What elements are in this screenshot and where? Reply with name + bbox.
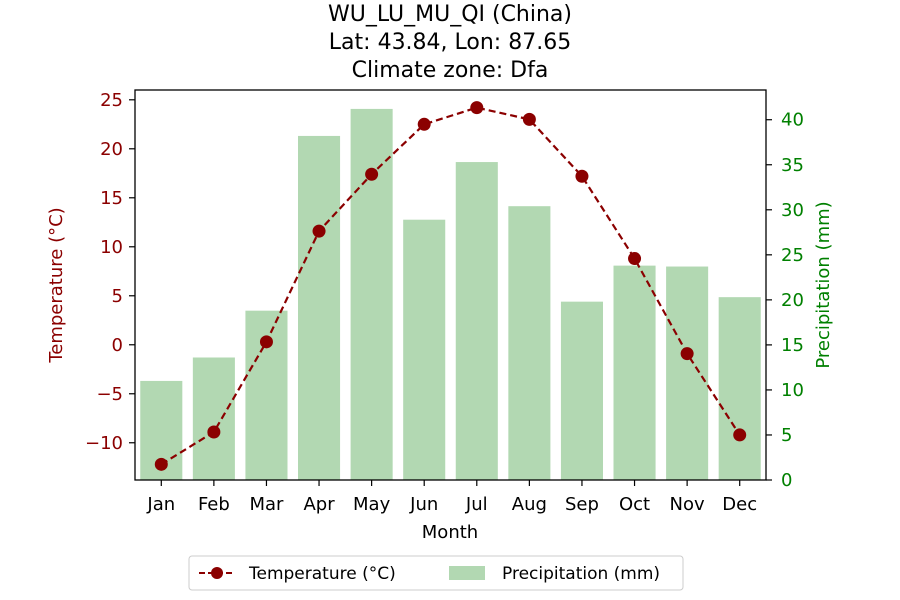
temperature-point-jan — [154, 457, 168, 471]
x-tick-label: May — [353, 494, 391, 515]
temperature-line — [154, 101, 747, 471]
legend-precipitation-swatch — [449, 566, 485, 580]
legend-box — [188, 555, 684, 591]
plot-frame — [134, 89, 767, 481]
legend-temperature-label: Temperature (°C) — [248, 564, 396, 584]
precipitation-tick-label: 40 — [781, 110, 804, 131]
temperature-tick-label: 10 — [100, 237, 123, 258]
temperature-tick-label: −5 — [96, 384, 123, 405]
x-axis: Jan Feb Mar Apr May Jun Jul Aug Sep Oct Nov Dec — [146, 480, 757, 515]
x-tick-label: Dec — [722, 494, 757, 515]
temperature-axis: −10 −5 0 5 10 15 20 25 — [85, 90, 135, 454]
precipitation-bar-may — [350, 108, 393, 480]
precipitation-tick-label: 0 — [781, 470, 792, 491]
temperature-tick-label: −10 — [85, 433, 123, 454]
precipitation-tick-label: 5 — [781, 425, 792, 446]
temperature-tick-label: 15 — [100, 188, 123, 209]
temperature-point-oct — [628, 252, 642, 266]
precipitation-bar-feb — [192, 357, 235, 480]
precipitation-axis-label: Precipitation (mm) — [813, 201, 834, 368]
precipitation-bar-dec — [718, 297, 761, 480]
temperature-point-sep — [575, 169, 589, 183]
precipitation-tick-label: 15 — [781, 335, 804, 356]
precipitation-bar-jul — [455, 162, 498, 480]
temperature-axis-label: Temperature (°C) — [46, 207, 67, 363]
x-tick-label: Oct — [619, 494, 650, 515]
temperature-point-jun — [417, 117, 431, 131]
temperature-point-may — [365, 167, 379, 181]
precipitation-bar-jun — [403, 219, 446, 480]
temperature-point-nov — [680, 347, 694, 361]
temperature-point-feb — [207, 425, 221, 439]
legend-precipitation-label: Precipitation (mm) — [502, 564, 660, 584]
x-tick-label: Jun — [409, 494, 438, 515]
temperature-point-apr — [312, 224, 326, 238]
x-tick-label: Jan — [146, 494, 175, 515]
x-tick-label: Mar — [249, 494, 284, 515]
precipitation-tick-label: 30 — [781, 200, 804, 221]
precipitation-tick-label: 25 — [781, 245, 804, 266]
x-tick-label: Aug — [512, 494, 547, 515]
x-tick-label: Jul — [465, 494, 488, 515]
temperature-point-mar — [259, 335, 273, 349]
temperature-tick-label: 0 — [112, 335, 123, 356]
temperature-series-line — [160, 106, 741, 466]
precipitation-bars — [140, 108, 761, 480]
x-axis-label: Month — [422, 522, 478, 543]
precipitation-bar-aug — [508, 206, 551, 480]
precipitation-tick-label: 20 — [781, 290, 804, 311]
temperature-point-jul — [470, 101, 484, 115]
x-tick-label: Sep — [565, 494, 599, 515]
chart-title-line-2: Lat: 43.84, Lon: 87.65 — [329, 30, 571, 55]
precipitation-bar-oct — [613, 265, 656, 480]
x-tick-label: Nov — [670, 494, 705, 515]
precipitation-bar-sep — [560, 301, 603, 480]
chart-title-line-1: WU_LU_MU_QI (China) — [328, 2, 572, 27]
temperature-tick-label: 5 — [112, 286, 123, 307]
temperature-tick-label: 20 — [100, 139, 123, 160]
chart-title-line-3: Climate zone: Dfa — [352, 58, 549, 83]
temperature-point-aug — [522, 112, 536, 126]
precipitation-bar-apr — [298, 135, 341, 480]
legend: Temperature (°C) Precipitation (mm) — [188, 555, 684, 591]
precipitation-tick-label: 10 — [781, 380, 804, 401]
temperature-point-dec — [733, 428, 747, 442]
temperature-tick-label: 25 — [100, 90, 123, 111]
x-tick-label: Apr — [303, 494, 335, 515]
x-tick-label: Feb — [198, 494, 230, 515]
precipitation-axis: 0 5 10 15 20 25 30 35 40 — [766, 110, 804, 491]
precipitation-tick-label: 35 — [781, 155, 804, 176]
legend-temperature-marker — [211, 567, 223, 579]
precipitation-bar-nov — [666, 266, 709, 480]
